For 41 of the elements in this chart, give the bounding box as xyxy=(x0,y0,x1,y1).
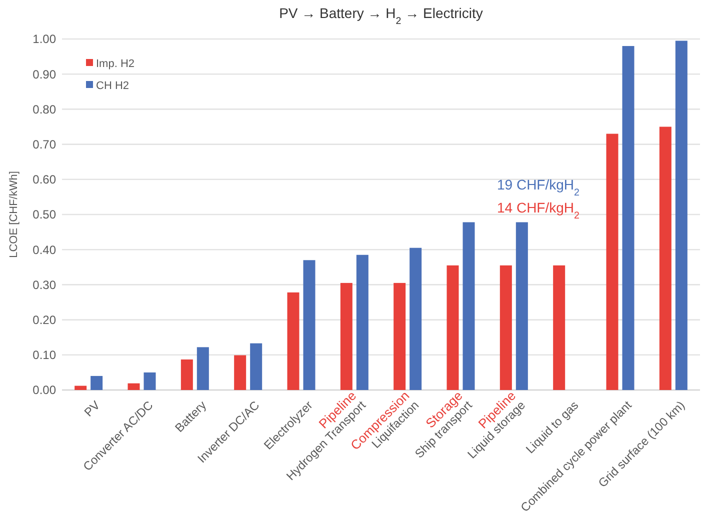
chart-title: PV → Battery → H$_{2}$ → Electricity xyxy=(279,5,483,26)
bar xyxy=(340,282,352,390)
bar xyxy=(622,46,634,390)
y-tick-label: 0.30 xyxy=(32,278,56,292)
bar xyxy=(144,372,156,390)
y-tick-label: 0.00 xyxy=(32,383,56,398)
bar xyxy=(606,134,618,390)
bar xyxy=(128,383,140,390)
x-tick-label: PV xyxy=(81,398,103,420)
y-axis-title: LCOE [CHF/kWh] xyxy=(8,171,20,258)
y-tick-label: 0.70 xyxy=(32,138,56,152)
bar xyxy=(446,265,459,390)
bar xyxy=(659,126,672,390)
y-tick-label: 0.20 xyxy=(32,313,56,327)
legend-label: CH H2 xyxy=(96,80,130,92)
bar xyxy=(180,359,193,390)
bar xyxy=(462,222,475,390)
y-tick-label: 0.90 xyxy=(32,67,56,82)
y-tick-label: 0.60 xyxy=(32,172,56,187)
y-tick-label: 0.80 xyxy=(32,102,56,116)
bar xyxy=(410,248,422,390)
annotation: 14 CHF/kgH$_{2}$ xyxy=(497,200,580,221)
bar xyxy=(287,292,300,390)
y-tick-label: 0.50 xyxy=(32,208,56,222)
bar xyxy=(90,376,103,390)
y-tick-label: 1.00 xyxy=(32,32,56,46)
bar xyxy=(250,343,262,390)
bar xyxy=(553,265,566,390)
y-tick-label: 0.40 xyxy=(32,242,56,257)
bar xyxy=(394,282,406,390)
bar xyxy=(234,355,246,390)
bar xyxy=(356,254,368,390)
legend-label: Imp. H2 xyxy=(96,58,135,70)
bar xyxy=(74,386,87,390)
bar xyxy=(516,222,528,390)
bar xyxy=(675,40,688,390)
annotation: 19 CHF/kgH$_{2}$ xyxy=(497,176,580,198)
y-tick-label: 0.10 xyxy=(32,348,56,362)
bar xyxy=(303,260,316,390)
bar xyxy=(196,347,209,390)
bar xyxy=(500,265,512,390)
